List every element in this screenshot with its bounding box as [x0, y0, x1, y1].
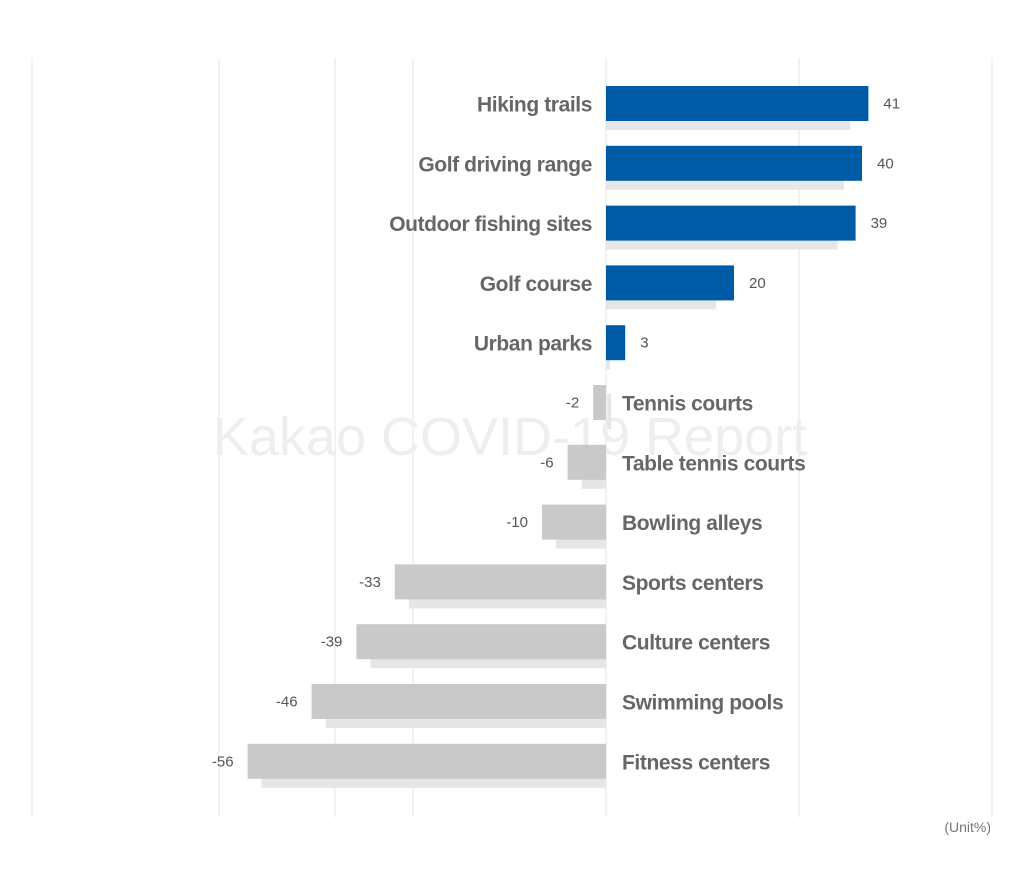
bar-10 [311, 684, 606, 719]
unit-label: (Unit%) [944, 819, 991, 835]
category-label-11: Fitness centers [622, 751, 770, 774]
bar-7 [542, 504, 606, 540]
data-label-7: -10 [506, 514, 528, 531]
data-label-9: -39 [321, 634, 343, 651]
bar-9 [356, 624, 606, 660]
data-label-5: -2 [566, 395, 579, 412]
data-label-1: 40 [877, 155, 894, 172]
bars-group: 41 Hiking trails 40 Golf driving range 39 Out… [212, 86, 900, 788]
category-label-9: Culture centers [622, 632, 770, 655]
data-label-11: -56 [212, 753, 234, 770]
watermark: Kakao COVID-19 Report [213, 407, 807, 467]
category-label-1: Golf driving range [418, 153, 592, 176]
bar-3 [606, 265, 734, 301]
category-label-6: Table tennis courts [622, 452, 805, 475]
bar-8 [394, 564, 606, 600]
data-label-0: 41 [883, 96, 900, 113]
category-label-2: Outdoor fishing sites [389, 213, 592, 236]
category-label-0: Hiking trails [477, 94, 592, 117]
data-label-6: -6 [540, 454, 553, 471]
data-label-8: -33 [359, 574, 381, 591]
bar-0 [606, 86, 869, 121]
data-label-2: 39 [871, 215, 888, 232]
bar-2 [606, 205, 856, 241]
data-label-4: 3 [640, 335, 648, 352]
bar-6 [567, 444, 606, 480]
category-label-5: Tennis courts [622, 393, 753, 416]
category-label-3: Golf course [480, 273, 592, 296]
category-label-4: Urban parks [474, 333, 592, 356]
data-label-10: -46 [276, 694, 298, 711]
bar-5 [593, 385, 606, 420]
category-label-10: Swimming pools [622, 692, 783, 715]
bar-shadow-5 [607, 394, 612, 429]
bar-4 [606, 325, 626, 361]
category-label-8: Sports centers [622, 572, 763, 595]
category-label-7: Bowling alleys [622, 512, 762, 535]
data-label-3: 20 [749, 275, 766, 292]
bar-11 [247, 743, 606, 779]
bar-1 [606, 145, 862, 181]
